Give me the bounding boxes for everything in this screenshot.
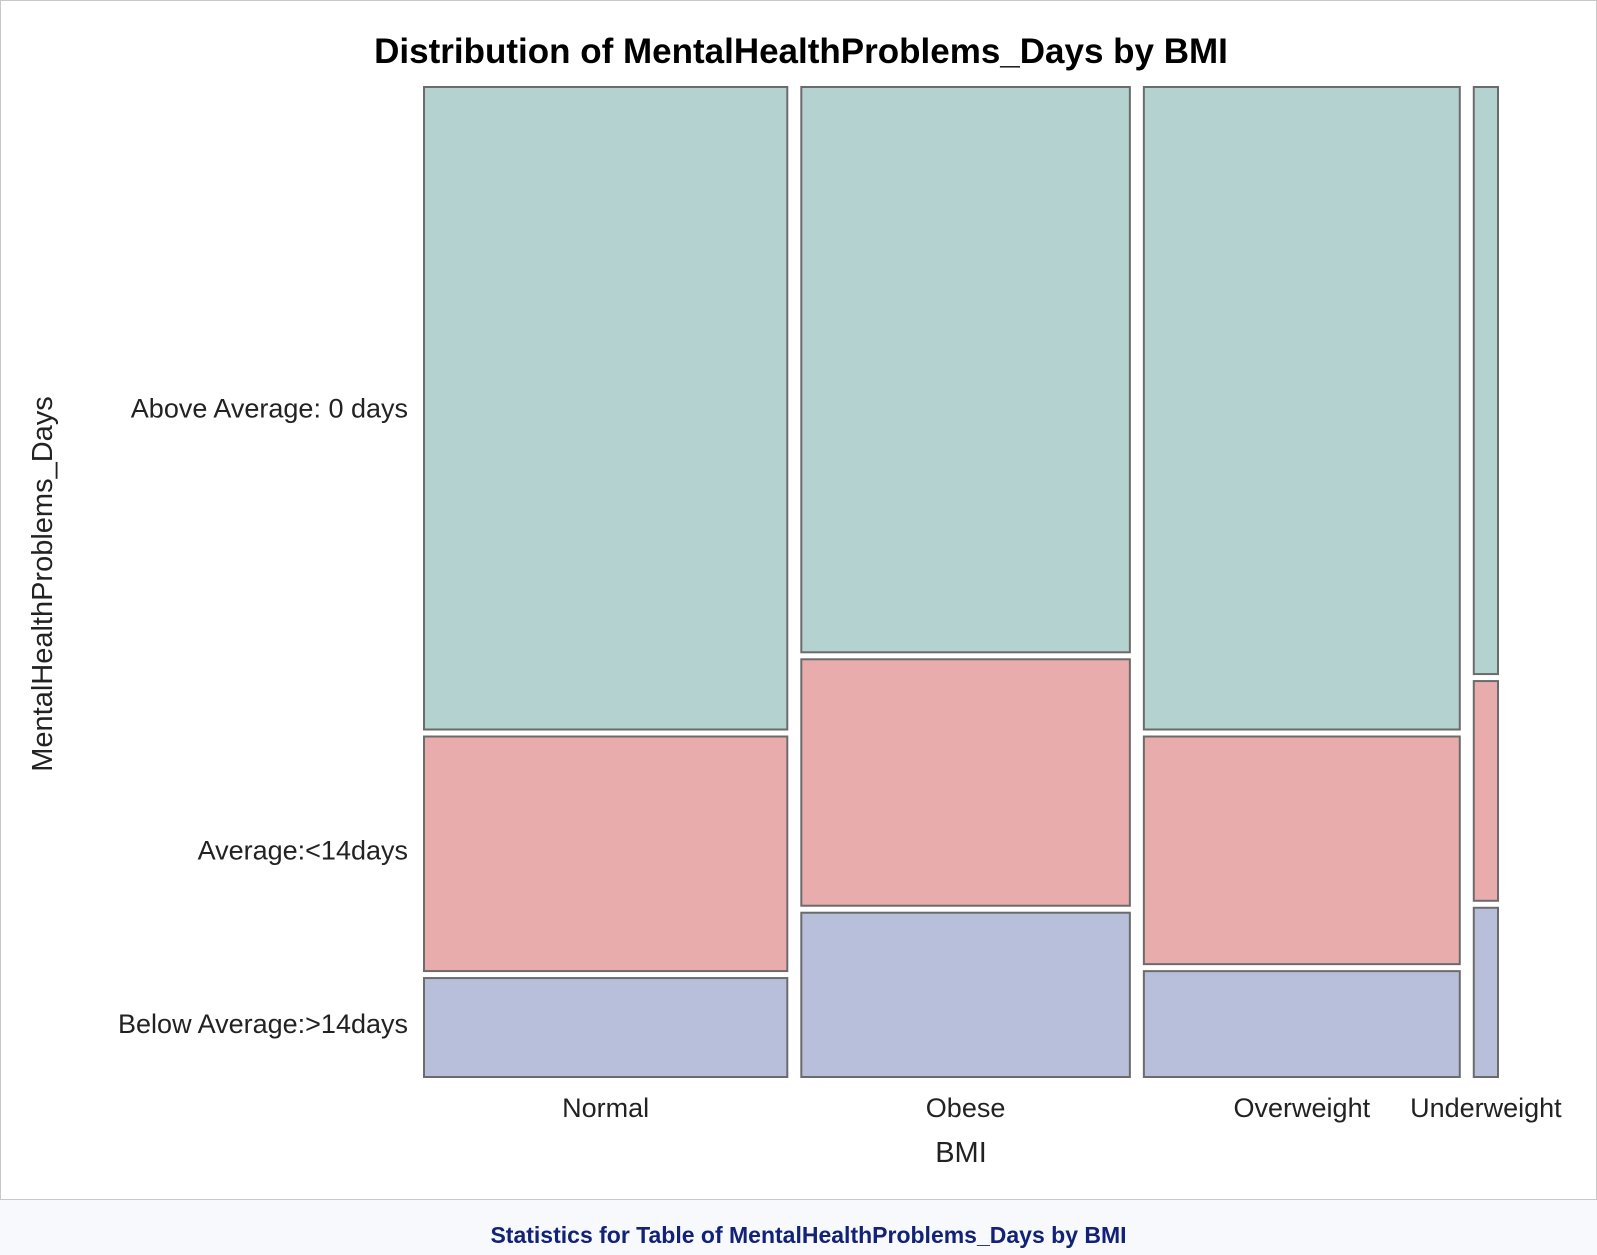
tile-obese-2	[800, 86, 1131, 654]
x-tick-label-normal: Normal	[562, 1093, 649, 1123]
tile-overweight-2	[1142, 86, 1461, 731]
x-tick-labels: Normal Obese Overweight Underweight	[562, 1093, 1562, 1123]
tile-normal-1	[423, 735, 789, 973]
chart-title: Distribution of MentalHealthProblems_Day…	[374, 32, 1228, 71]
x-tick-label-underweight: Underweight	[1410, 1093, 1562, 1123]
tile-overweight-0	[1142, 970, 1461, 1079]
chart-frame: Distribution of MentalHealthProblems_Day…	[0, 0, 1597, 1200]
tile-normal-2	[423, 86, 789, 731]
mosaic-chart: Distribution of MentalHealthProblems_Day…	[27, 32, 1562, 1169]
tile-obese-0	[800, 911, 1131, 1078]
tile-normal-0	[423, 977, 789, 1079]
tile-obese-1	[800, 658, 1131, 907]
tile-underweight-1	[1472, 680, 1499, 902]
y-tick-label: Below Average:>14days	[118, 1009, 408, 1039]
tile-overweight-1	[1142, 735, 1461, 966]
tile-underweight-0	[1472, 906, 1499, 1079]
x-tick-label-overweight: Overweight	[1234, 1093, 1371, 1123]
x-tick-label-obese: Obese	[926, 1093, 1006, 1123]
statistics-caption: Statistics for Table of MentalHealthProb…	[490, 1222, 1127, 1248]
mosaic-tiles	[423, 86, 1499, 1079]
y-tick-labels: Below Average:>14days Average:<14days Abov…	[118, 393, 408, 1039]
y-tick-label: Average:<14days	[198, 835, 408, 865]
tile-underweight-2	[1472, 86, 1499, 676]
y-axis-label: MentalHealthProblems_Days	[27, 396, 59, 772]
x-axis-label: BMI	[935, 1137, 987, 1169]
y-tick-label: Above Average: 0 days	[131, 393, 408, 423]
